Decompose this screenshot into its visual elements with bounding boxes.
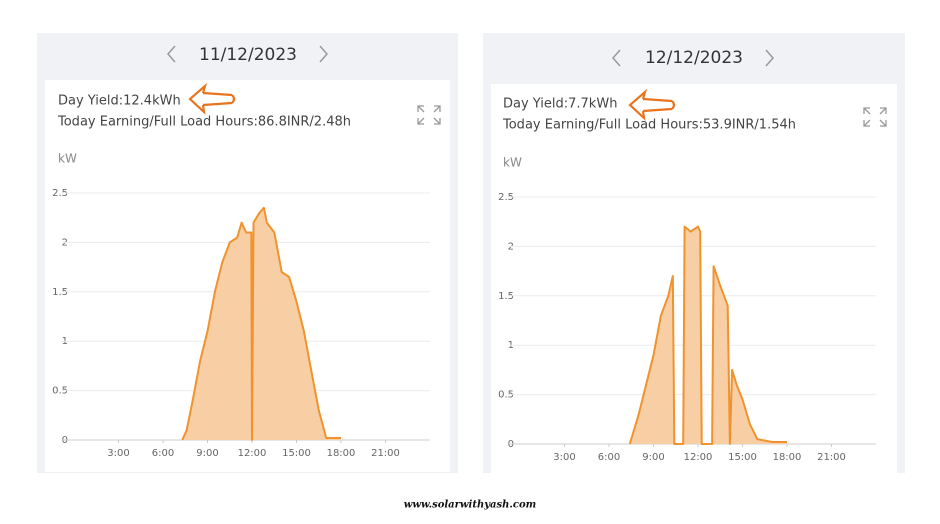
x-tick-label: 18:00 [773, 452, 802, 463]
x-tick-label: 9:00 [196, 448, 218, 459]
area-fill [629, 226, 787, 444]
x-tick-label: 15:00 [728, 452, 757, 463]
x-tick-label: 18:00 [327, 448, 356, 459]
x-tick-label: 6:00 [152, 448, 174, 459]
footer: www.solarwithyash.com [404, 500, 536, 511]
x-tick-label: 3:00 [553, 452, 575, 463]
x-tick-label: 12:00 [684, 452, 713, 463]
y-tick-label: 1.5 [498, 291, 514, 302]
highlight-arrow [188, 82, 236, 115]
x-tick-label: 15:00 [282, 448, 311, 459]
x-tick-label: 9:00 [642, 452, 664, 463]
annotation: Day Yield:12.4kWh [58, 94, 181, 109]
power-line [628, 225, 787, 445]
expand-icon[interactable] [417, 105, 441, 125]
annotation: Day Yield:7.7kWh [503, 97, 617, 112]
annotation: Today Earning/Full Load Hours:86.8INR/2.… [57, 115, 351, 130]
chart-title: 11/12/2023 [199, 45, 297, 65]
y-tick-label: 1.5 [52, 287, 68, 298]
prev-button[interactable] [167, 45, 176, 63]
next-button[interactable] [319, 45, 328, 63]
y-tick-label: 2.5 [52, 188, 68, 199]
y-axis-label: kW [58, 152, 77, 166]
x-tick-label: 21:00 [371, 448, 400, 459]
highlight-arrow [628, 88, 676, 121]
prev-button[interactable] [612, 49, 621, 67]
y-axis-label: kW [503, 156, 522, 170]
y-tick-label: 2.5 [498, 192, 514, 203]
y-tick-label: 0.5 [498, 390, 514, 401]
x-tick-label: 6:00 [598, 452, 620, 463]
annotation: Today Earning/Full Load Hours:53.9INR/1.… [502, 118, 796, 133]
next-button[interactable] [765, 49, 774, 67]
power-line [181, 206, 341, 441]
x-tick-label: 3:00 [107, 448, 129, 459]
expand-icon[interactable] [863, 107, 887, 127]
y-tick-label: 0.5 [52, 386, 68, 397]
x-tick-label: 12:00 [238, 448, 267, 459]
chart-title: 12/12/2023 [645, 48, 743, 68]
x-tick-label: 21:00 [817, 452, 846, 463]
